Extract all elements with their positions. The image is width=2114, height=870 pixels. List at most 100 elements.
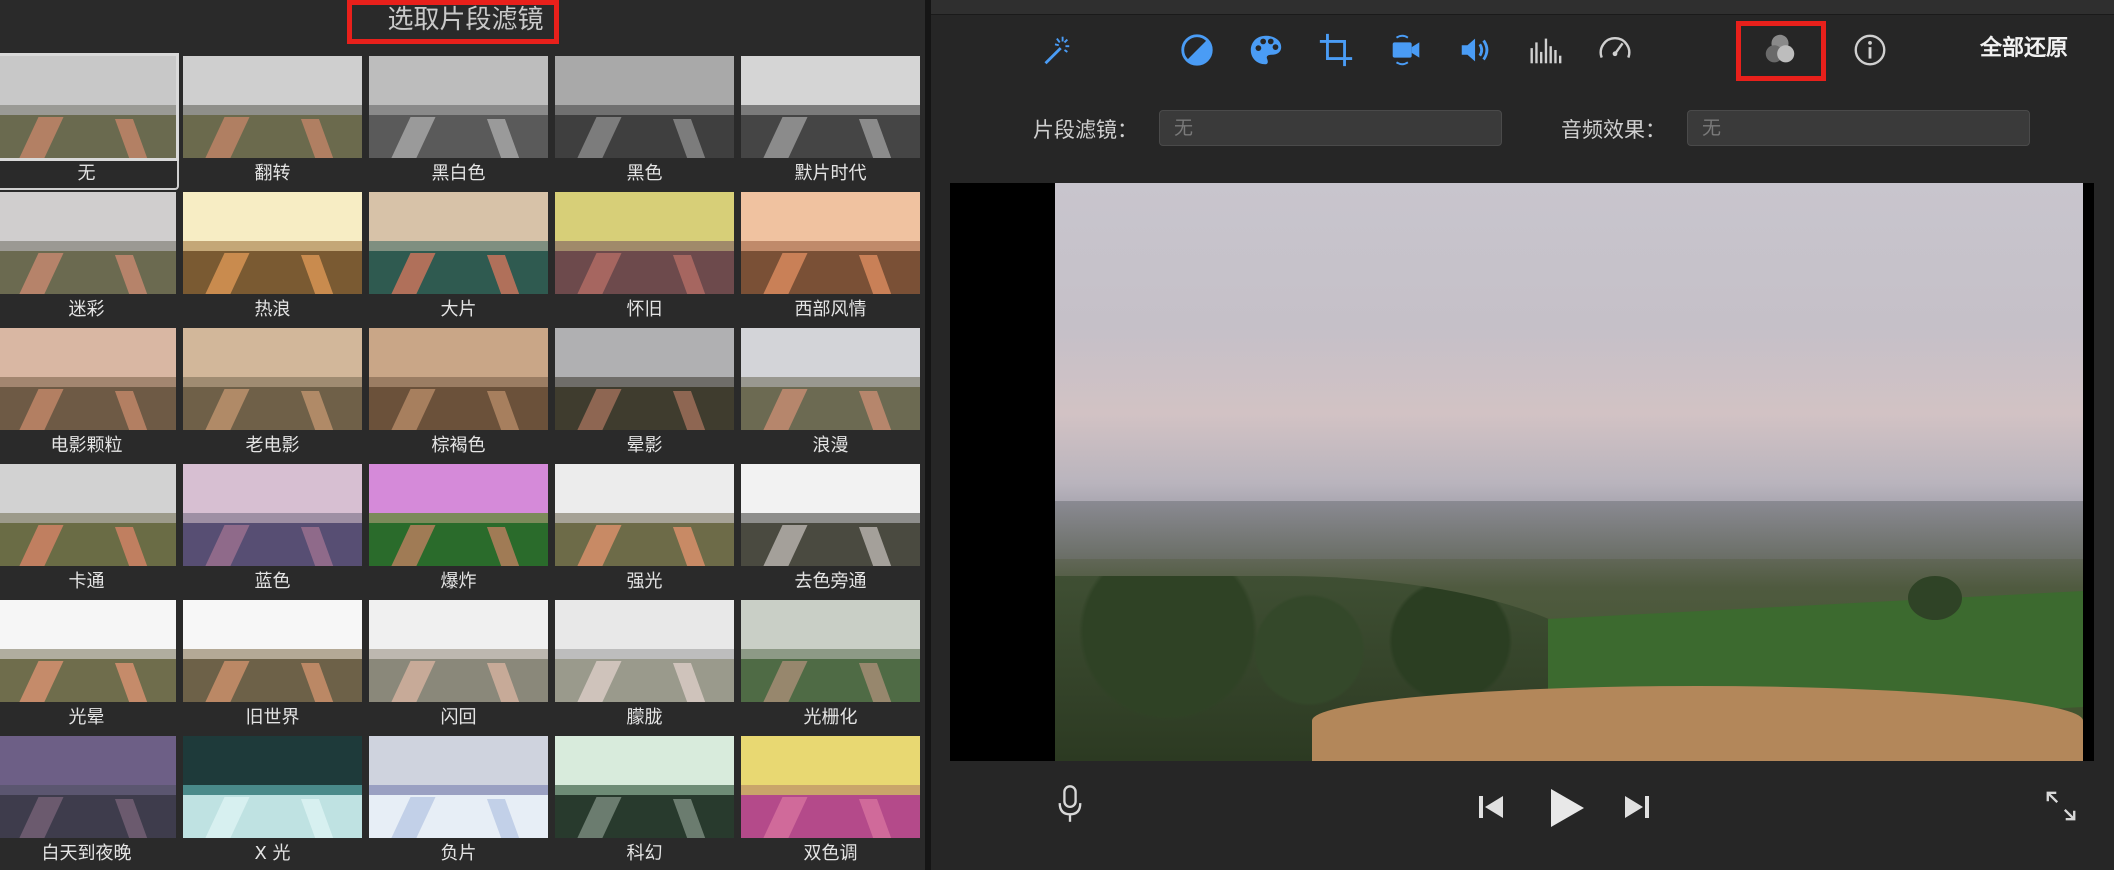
info-icon[interactable] bbox=[1848, 28, 1892, 72]
clip-filter-highlight-box bbox=[1736, 21, 1826, 81]
filter-thumbnail bbox=[183, 600, 362, 702]
filter-thumbnail bbox=[741, 192, 920, 294]
filter-tile[interactable]: 强光 bbox=[552, 462, 737, 598]
noise-reduction-equalizer-icon[interactable] bbox=[1523, 28, 1567, 72]
thumb-horizon bbox=[183, 376, 362, 390]
thumb-horizon bbox=[0, 784, 176, 798]
filter-label: 电影颗粒 bbox=[50, 435, 123, 456]
filter-thumbnail bbox=[555, 328, 734, 430]
microphone-icon[interactable] bbox=[1053, 781, 1087, 829]
filter-tile[interactable]: 朦胧 bbox=[552, 598, 737, 734]
filter-tile[interactable]: 双色调 bbox=[738, 734, 923, 870]
speed-gauge-icon[interactable] bbox=[1593, 28, 1637, 72]
filter-thumbnail bbox=[183, 56, 362, 158]
thumb-horizon bbox=[555, 104, 734, 118]
filter-label: 旧世界 bbox=[245, 707, 300, 728]
filter-tile[interactable]: 怀旧 bbox=[552, 190, 737, 326]
thumb-horizon bbox=[0, 104, 176, 118]
skip-forward-icon[interactable] bbox=[1621, 791, 1653, 823]
filter-tile[interactable]: 老电影 bbox=[180, 326, 365, 462]
audio-effect-field[interactable]: 无 bbox=[1687, 110, 2030, 146]
filter-tile[interactable]: 黑白色 bbox=[366, 54, 551, 190]
filter-tile[interactable]: 爆炸 bbox=[366, 462, 551, 598]
skip-back-icon[interactable] bbox=[1475, 791, 1507, 823]
filter-tile[interactable]: 去色旁通 bbox=[738, 462, 923, 598]
filter-tile[interactable]: 电影颗粒 bbox=[0, 326, 179, 462]
filter-thumbnail bbox=[0, 192, 176, 294]
filter-tile[interactable]: 闪回 bbox=[366, 598, 551, 734]
thumb-horizon bbox=[369, 104, 548, 118]
filter-label: 热浪 bbox=[254, 299, 291, 320]
playback-bar bbox=[931, 761, 2114, 870]
filter-thumbnail bbox=[555, 56, 734, 158]
filter-label: 白天到夜晚 bbox=[41, 843, 132, 864]
filter-tile[interactable]: 迷彩 bbox=[0, 190, 179, 326]
filter-label: 大片 bbox=[440, 299, 477, 320]
filter-label: 负片 bbox=[440, 843, 477, 864]
color-balance-icon[interactable] bbox=[1175, 28, 1219, 72]
filter-tile[interactable]: 白天到夜晚 bbox=[0, 734, 179, 870]
viewer-panel: 全部还原 片段滤镜： 无 音频效果： 无 bbox=[931, 0, 2114, 870]
thumb-horizon bbox=[555, 648, 734, 662]
filter-thumbnail bbox=[369, 192, 548, 294]
filter-tile[interactable]: 卡通 bbox=[0, 462, 179, 598]
thumb-sky bbox=[369, 736, 548, 790]
filter-thumbnail bbox=[741, 464, 920, 566]
thumb-sky bbox=[369, 464, 548, 518]
thumb-sky bbox=[555, 600, 734, 654]
filter-tile[interactable]: 西部风情 bbox=[738, 190, 923, 326]
filter-tile[interactable]: 旧世界 bbox=[180, 598, 365, 734]
thumb-horizon bbox=[555, 784, 734, 798]
panel-top-edge bbox=[931, 0, 2114, 15]
filter-label: 无 bbox=[77, 163, 96, 184]
thumb-horizon bbox=[369, 648, 548, 662]
filter-tile[interactable]: 蓝色 bbox=[180, 462, 365, 598]
filter-tile[interactable]: 浪漫 bbox=[738, 326, 923, 462]
filter-label: 科幻 bbox=[626, 843, 663, 864]
filter-label: 强光 bbox=[626, 571, 663, 592]
clip-filter-icon[interactable] bbox=[1758, 28, 1802, 72]
filter-label: 棕褐色 bbox=[431, 435, 486, 456]
color-correction-palette-icon[interactable] bbox=[1244, 28, 1288, 72]
volume-icon[interactable] bbox=[1454, 28, 1498, 72]
thumb-horizon bbox=[0, 648, 176, 662]
filter-thumbnail bbox=[741, 600, 920, 702]
filter-tile[interactable]: 光栅化 bbox=[738, 598, 923, 734]
thumb-horizon bbox=[741, 376, 920, 390]
enhance-magic-wand-icon[interactable] bbox=[1033, 28, 1077, 72]
filter-label: 闪回 bbox=[440, 707, 477, 728]
restore-all-button[interactable]: 全部还原 bbox=[1980, 36, 2069, 61]
filter-thumbnail bbox=[555, 192, 734, 294]
filter-tile[interactable]: 翻转 bbox=[180, 54, 365, 190]
stabilization-camera-icon[interactable] bbox=[1384, 28, 1428, 72]
crop-icon[interactable] bbox=[1314, 28, 1358, 72]
thumb-sky bbox=[0, 192, 176, 246]
filter-tile[interactable]: 黑色 bbox=[552, 54, 737, 190]
filter-tile[interactable]: 科幻 bbox=[552, 734, 737, 870]
filter-thumbnail bbox=[0, 464, 176, 566]
thumb-horizon bbox=[741, 648, 920, 662]
thumb-sky bbox=[741, 600, 920, 654]
play-icon[interactable] bbox=[1541, 783, 1591, 833]
thumb-horizon bbox=[741, 784, 920, 798]
thumb-sky bbox=[0, 328, 176, 382]
filter-tile[interactable]: X 光 bbox=[180, 734, 365, 870]
filter-label: 迷彩 bbox=[68, 299, 105, 320]
thumb-sky bbox=[183, 56, 362, 110]
filter-tile[interactable]: 负片 bbox=[366, 734, 551, 870]
filter-tile[interactable]: 棕褐色 bbox=[366, 326, 551, 462]
filter-tile[interactable]: 默片时代 bbox=[738, 54, 923, 190]
filter-tile[interactable]: 热浪 bbox=[180, 190, 365, 326]
clip-filter-field[interactable]: 无 bbox=[1159, 110, 1502, 146]
filter-tile[interactable]: 大片 bbox=[366, 190, 551, 326]
filter-label: 卡通 bbox=[68, 571, 105, 592]
panel-divider[interactable] bbox=[925, 0, 931, 870]
video-lone-tree bbox=[1908, 576, 1963, 621]
thumb-horizon bbox=[555, 240, 734, 254]
fullscreen-icon[interactable] bbox=[2042, 787, 2080, 825]
filter-tile[interactable]: 晕影 bbox=[552, 326, 737, 462]
thumb-sky bbox=[741, 328, 920, 382]
filter-tile[interactable]: 光晕 bbox=[0, 598, 179, 734]
thumb-sky bbox=[369, 328, 548, 382]
filter-tile[interactable]: 无 bbox=[0, 53, 179, 190]
